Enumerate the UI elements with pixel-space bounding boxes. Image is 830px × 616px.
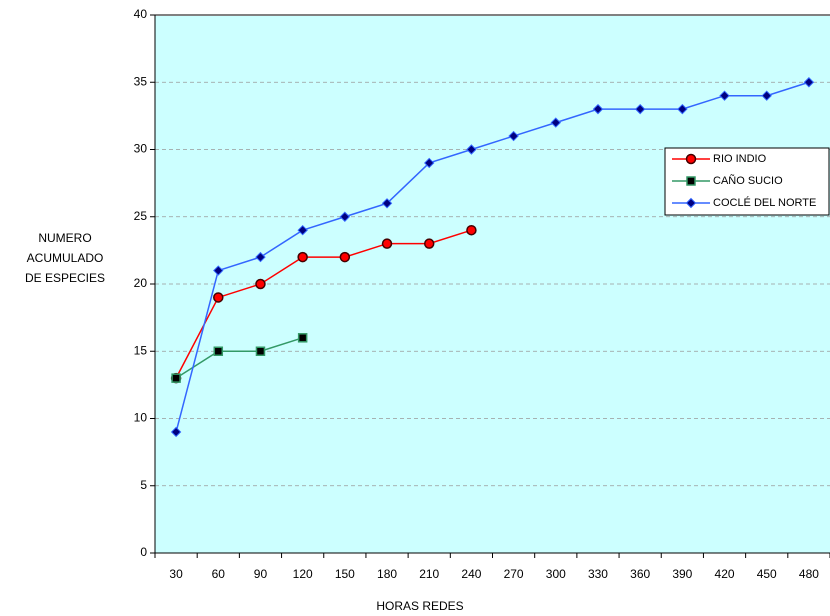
- legend-label: RIO INDIO: [713, 153, 767, 165]
- x-axis-label: HORAS REDES: [376, 599, 463, 613]
- marker: [297, 333, 308, 343]
- y-tick-label: 10: [134, 411, 148, 425]
- y-axis-label: DE ESPECIES: [25, 271, 105, 285]
- marker: [213, 346, 224, 356]
- marker: [761, 90, 772, 101]
- marker: [424, 157, 435, 169]
- marker: [381, 198, 393, 209]
- x-tick-label: 30: [169, 567, 183, 581]
- x-tick-label: 480: [799, 567, 819, 581]
- x-tick-label: 240: [461, 567, 481, 581]
- x-tick-label: 330: [588, 567, 608, 581]
- marker: [677, 103, 688, 115]
- y-tick-label: 40: [134, 7, 148, 21]
- y-tick-label: 15: [134, 343, 148, 357]
- marker: [339, 251, 351, 263]
- x-tick-label: 210: [419, 567, 439, 581]
- marker: [634, 103, 646, 115]
- series-line: [175, 81, 810, 433]
- marker: [213, 265, 224, 276]
- y-tick-label: 20: [134, 276, 148, 290]
- marker: [719, 90, 730, 101]
- marker: [171, 373, 181, 383]
- marker: [508, 130, 519, 142]
- marker: [423, 238, 435, 249]
- marker: [170, 426, 182, 438]
- marker: [213, 292, 224, 303]
- y-tick-label: 0: [140, 545, 147, 559]
- marker: [339, 211, 351, 222]
- marker: [466, 224, 477, 236]
- x-tick-label: 150: [335, 567, 355, 581]
- y-axis-label: ACUMULADO: [27, 251, 104, 265]
- series-line: [175, 337, 303, 379]
- marker: [803, 77, 815, 88]
- marker: [685, 197, 697, 209]
- y-tick-label: 25: [134, 209, 148, 223]
- x-tick-label: 180: [377, 567, 397, 581]
- x-tick-label: 360: [630, 567, 650, 581]
- y-tick-label: 5: [140, 478, 147, 492]
- marker: [255, 278, 266, 290]
- x-tick-label: 120: [293, 567, 313, 581]
- x-tick-label: 420: [715, 567, 735, 581]
- legend-label: COCLÉ DEL NORTE: [713, 196, 816, 209]
- marker: [686, 176, 696, 186]
- marker: [685, 153, 697, 165]
- x-tick-label: 300: [546, 567, 566, 581]
- series-line: [175, 229, 472, 379]
- marker: [255, 251, 266, 263]
- x-tick-label: 270: [504, 567, 524, 581]
- y-tick-label: 30: [134, 142, 148, 156]
- x-tick-label: 90: [254, 567, 268, 581]
- marker: [297, 224, 308, 236]
- marker: [297, 251, 308, 263]
- marker: [550, 117, 561, 128]
- y-axis-label: NUMERO: [38, 231, 91, 245]
- legend-label: CAÑO SUCIO: [713, 174, 783, 187]
- x-tick-label: 450: [757, 567, 777, 581]
- marker: [466, 144, 477, 155]
- x-tick-label: 60: [212, 567, 226, 581]
- x-tick-label: 390: [672, 567, 692, 581]
- marker: [255, 346, 266, 356]
- legend: RIO INDIO CAÑO SUCIO COCLÉ DEL NORTE: [664, 147, 830, 216]
- marker: [381, 238, 393, 249]
- marker: [592, 103, 604, 115]
- y-tick-label: 35: [134, 74, 148, 88]
